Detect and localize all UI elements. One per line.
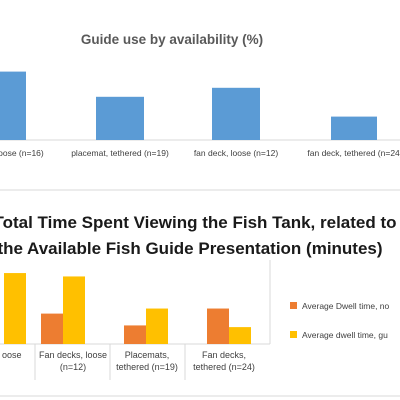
- chart2-bar-dwell-no-guide: [207, 308, 229, 344]
- chart2-category-label: oose: [2, 350, 22, 360]
- chart1-bar: [96, 96, 144, 140]
- chart2-bar-dwell-guide: [146, 308, 168, 344]
- chart1-category-label: loose (n=16): [0, 148, 44, 158]
- legend-swatch-dwell-guide: [290, 331, 297, 338]
- chart1-category-label: fan deck, loose (n=12): [194, 148, 279, 158]
- chart1-bar: [0, 71, 26, 140]
- chart2-category-label: tethered (n=19): [116, 362, 178, 372]
- chart2-bar-dwell-guide: [229, 327, 251, 344]
- chart1: Guide use by availability (%) loose (n=1…: [0, 32, 400, 158]
- chart2-category-label: Fan decks,: [202, 350, 246, 360]
- chart2-title-line-2: the Available Fish Guide Presentation (m…: [0, 239, 383, 258]
- legend-swatch-dwell-no-guide: [290, 302, 297, 309]
- chart2-legend: Average Dwell time, no Average dwell tim…: [290, 301, 390, 340]
- chart1-title: Guide use by availability (%): [81, 32, 263, 47]
- chart2-category-label: (n=12): [60, 362, 86, 372]
- chart2: Total Time Spent Viewing the Fish Tank, …: [0, 189, 400, 397]
- chart2-category-label: Placemats,: [125, 350, 170, 360]
- chart1-category-label: placemat, tethered (n=19): [71, 148, 169, 158]
- chart1-bar: [331, 116, 377, 140]
- chart2-category-label: Fan decks, loose: [39, 350, 107, 360]
- chart2-title-line-1: Total Time Spent Viewing the Fish Tank, …: [0, 213, 397, 232]
- chart1-category-label: fan deck, tethered (n=24): [307, 148, 400, 158]
- legend-label-dwell-guide: Average dwell time, gu: [302, 330, 388, 340]
- chart2-bar-dwell-no-guide: [124, 325, 146, 344]
- chart2-category-label: tethered (n=24): [193, 362, 255, 372]
- chart1-bar: [212, 87, 260, 140]
- legend-label-dwell-no-guide: Average Dwell time, no: [302, 301, 390, 311]
- chart2-bar-dwell-no-guide: [41, 313, 63, 344]
- chart2-bar-dwell-guide: [4, 273, 26, 344]
- chart2-bar-dwell-guide: [63, 276, 85, 344]
